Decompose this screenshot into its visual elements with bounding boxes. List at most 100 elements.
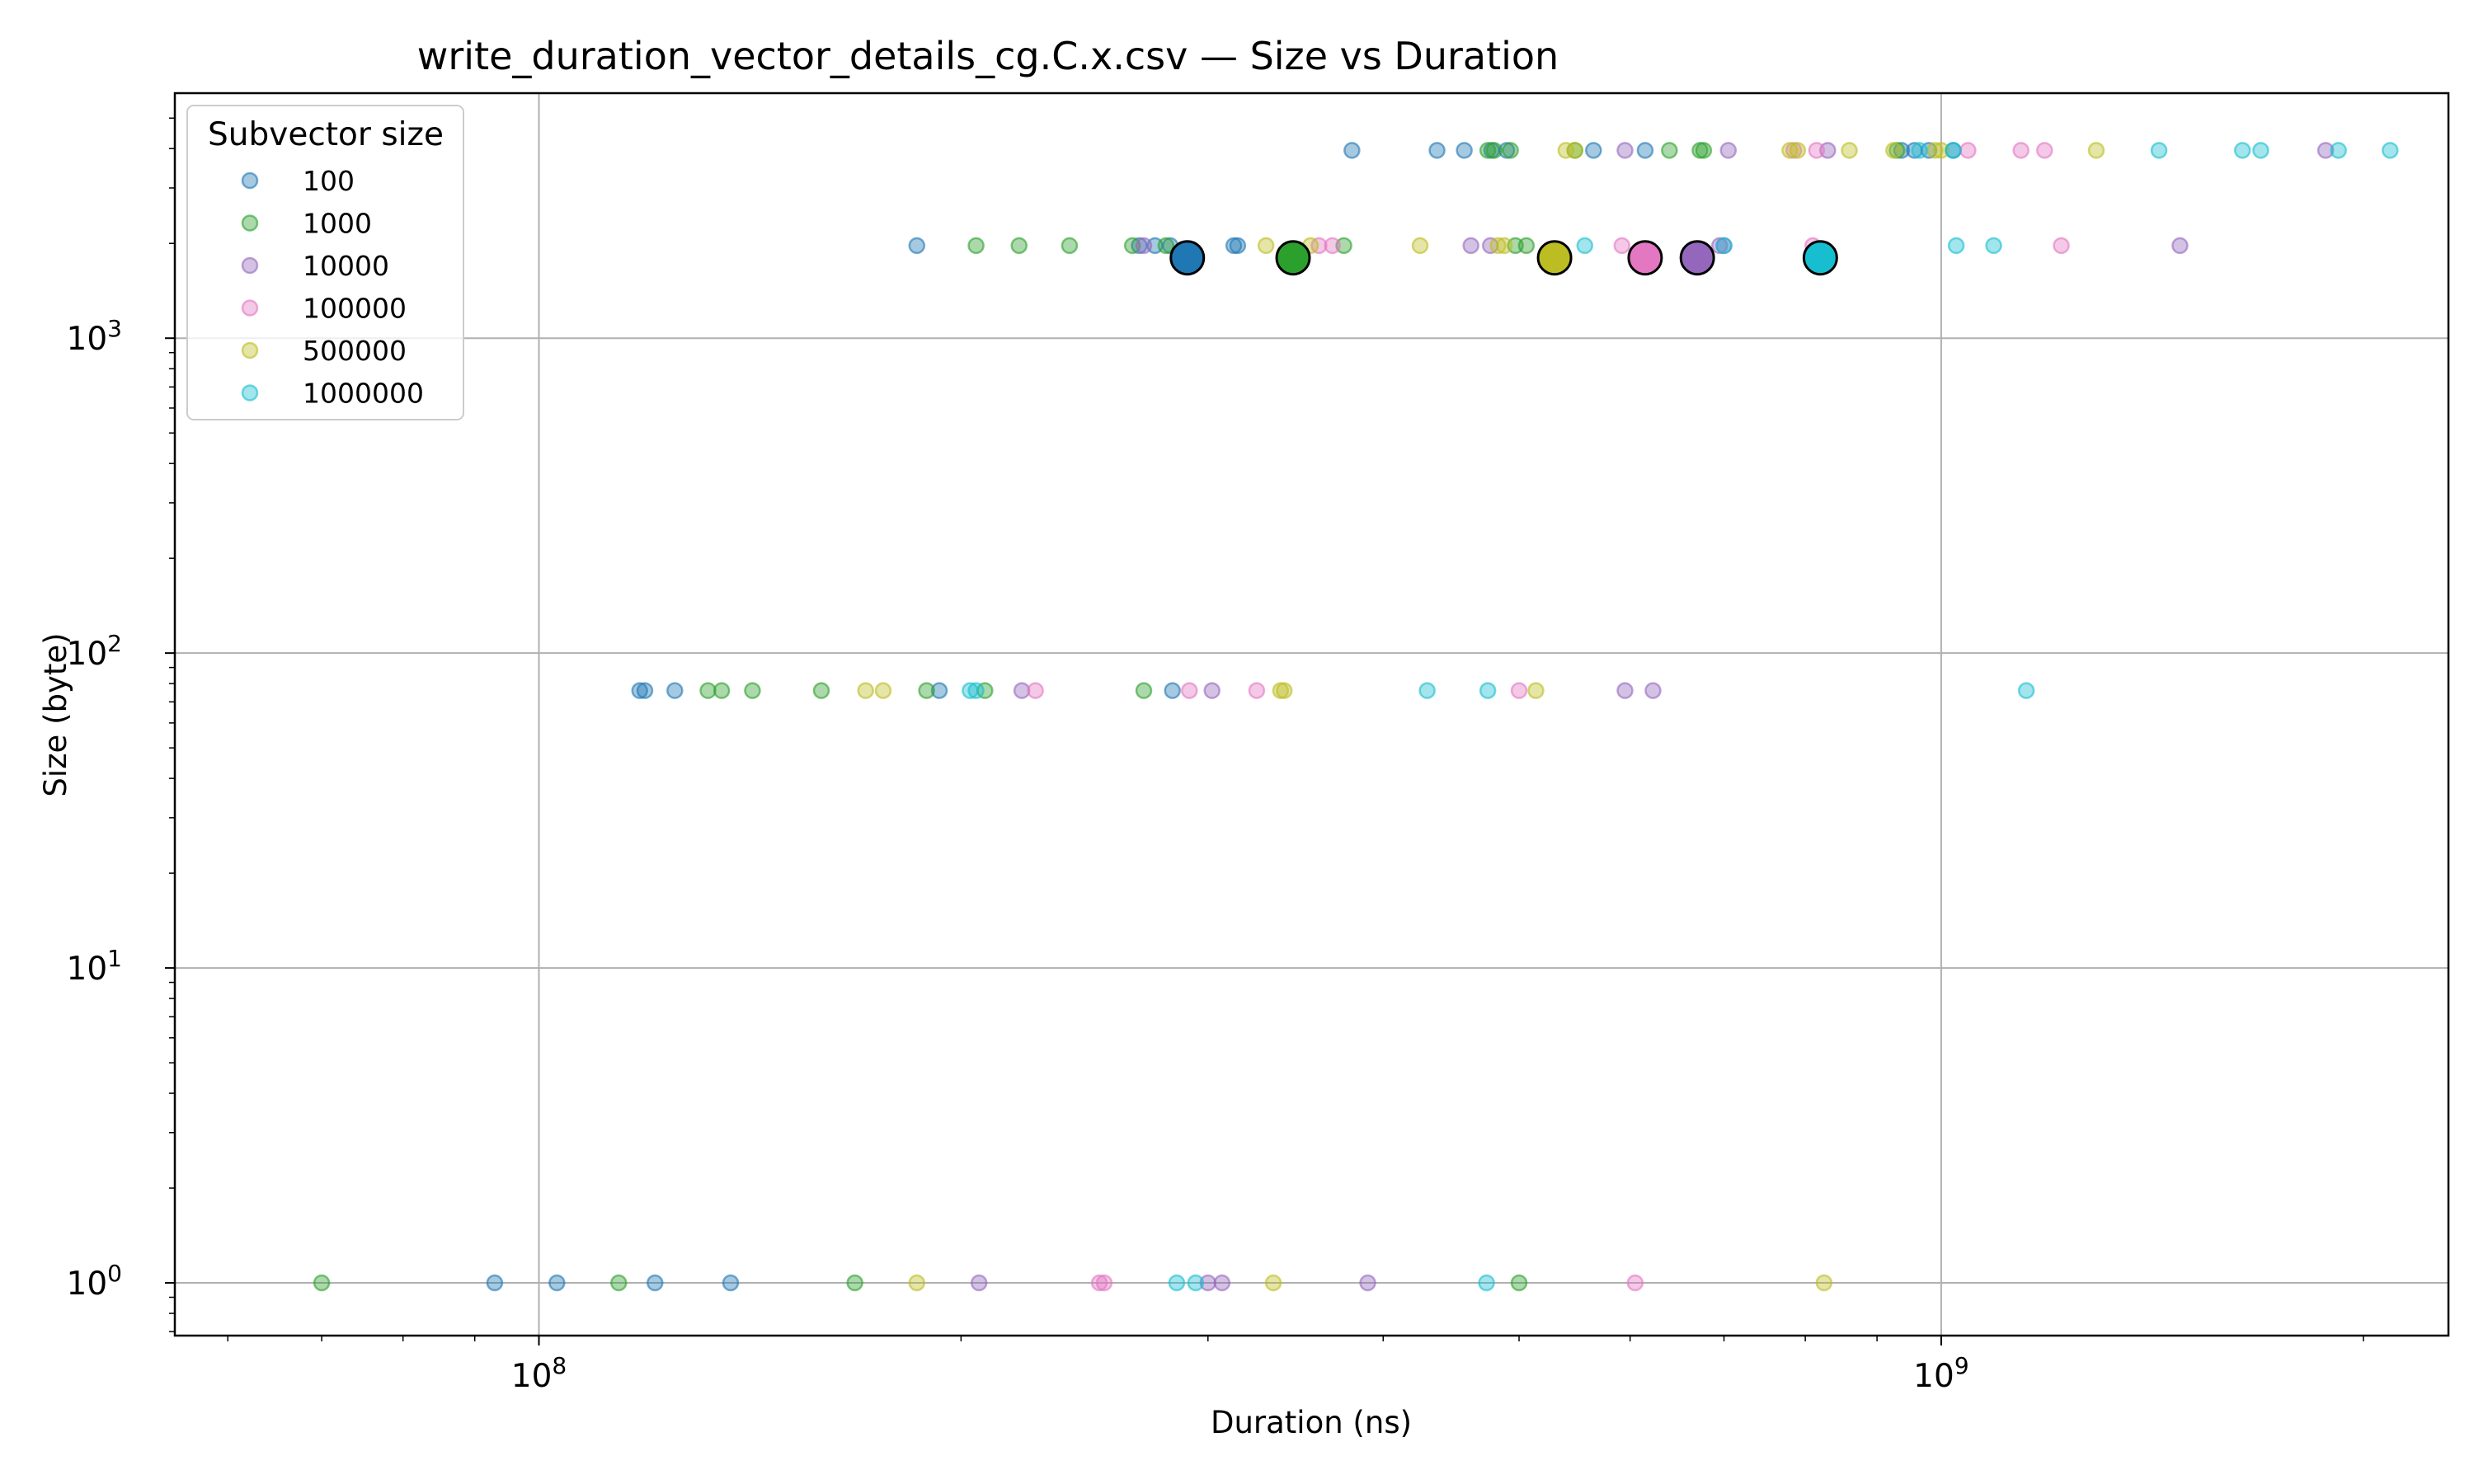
data-point-500000 [908, 1274, 926, 1292]
data-point-1000000 [967, 682, 985, 699]
data-point-100000 [2053, 237, 2070, 255]
data-point-1000 [967, 237, 985, 255]
legend-label-10000: 10000 [303, 250, 389, 282]
tick-labels: 108 109 100 101 102 103 [67, 315, 1969, 1395]
data-point-1000 [1510, 1274, 1528, 1292]
data-point-500000 [1841, 142, 1858, 159]
data-point-100 [548, 1274, 566, 1292]
data-point-100000 [1181, 682, 1198, 699]
data-point-1000 [1157, 237, 1175, 255]
data-point-500000 [1932, 142, 1950, 159]
grid-lines [175, 93, 2448, 1336]
data-point-1000 [1661, 142, 1678, 159]
data-point-100 [930, 682, 948, 699]
data-point-1000 [846, 1274, 863, 1292]
data-point-1000 [1061, 237, 1079, 255]
data-point-1000000 [1911, 142, 1928, 159]
legend: Subvector size 100 1000 10000 100000 500000 1… [186, 105, 464, 420]
data-point-500000 [1495, 237, 1513, 255]
data-point-1000000 [1715, 237, 1733, 255]
data-point-100000 [1510, 682, 1528, 699]
data-point-100000 [1959, 142, 1977, 159]
data-point-10000 [1135, 237, 1153, 255]
data-point-500000 [1264, 1274, 1282, 1292]
data-point-1000000 [1945, 142, 1962, 159]
y-axis-label: Size (byte) [38, 632, 73, 796]
data-point-1000 [1135, 682, 1153, 699]
data-point-500000 [1257, 237, 1275, 255]
chart-title: write_duration_vector_details_cg.C.x.csv… [417, 34, 1559, 78]
data-point-100000 [1310, 237, 1328, 255]
data-point-500000 [1489, 237, 1507, 255]
data-point-1000000 [1947, 237, 1965, 255]
data-point-10000 [1462, 237, 1479, 255]
x-axis-label: Duration (ns) [1211, 1405, 1412, 1440]
legend-label-100: 100 [303, 165, 355, 197]
data-point-100000 [1808, 142, 1826, 159]
mean-marker-1000000 [1802, 240, 1838, 276]
data-point-500000 [1527, 682, 1545, 699]
data-point-500000 [1275, 682, 1293, 699]
data-point-1000 [610, 1274, 628, 1292]
y-tick-label: 100 [67, 1260, 122, 1303]
mean-marker-10000 [1679, 240, 1715, 276]
legend-marker-100000 [241, 299, 259, 317]
data-point-500000 [1815, 1274, 1833, 1292]
data-point-1000000 [2233, 142, 2251, 159]
data-point-1000 [1695, 142, 1713, 159]
legend-marker-1000 [241, 214, 259, 232]
data-point-100 [666, 682, 684, 699]
legend-marker-1000000 [241, 384, 259, 402]
data-point-10000 [1203, 682, 1221, 699]
data-point-1000 [1010, 237, 1028, 255]
data-point-1000 [699, 682, 717, 699]
data-point-500000 [1789, 142, 1807, 159]
data-point-10000 [1719, 142, 1738, 159]
data-point-1000 [1485, 142, 1503, 159]
mean-marker-1000 [1275, 240, 1311, 276]
data-point-100 [1636, 142, 1654, 159]
data-point-1000000 [2330, 142, 2347, 159]
data-point-500000 [1566, 142, 1583, 159]
data-point-10000 [970, 1274, 988, 1292]
data-point-1000 [713, 682, 731, 699]
data-point-100000 [2036, 142, 2053, 159]
data-point-10000 [2171, 237, 2189, 255]
data-point-1000 [313, 1274, 331, 1292]
data-point-500000 [2087, 142, 2105, 159]
legend-marker-500000 [241, 341, 259, 359]
data-point-10000 [1710, 237, 1729, 255]
data-point-1000000 [1478, 1274, 1495, 1292]
mean-marker-100 [1169, 240, 1206, 276]
x-tick-label: 109 [1913, 1352, 1968, 1395]
data-point-1000 [1479, 142, 1497, 159]
data-point-100 [1456, 142, 1473, 159]
plot-frame [173, 92, 2450, 1337]
y-tick-label: 102 [67, 630, 122, 673]
data-point-100000 [1626, 1274, 1644, 1292]
legend-marker-10000 [241, 256, 259, 275]
data-point-100 [1428, 142, 1446, 159]
data-point-100 [1229, 237, 1247, 255]
data-point-10000 [1616, 142, 1634, 159]
data-point-100 [636, 682, 654, 699]
data-point-500000 [857, 682, 874, 699]
data-point-1000 [1123, 237, 1141, 255]
y-tick-label: 101 [67, 945, 122, 988]
data-point-1000000 [2252, 142, 2269, 159]
mean-marker-500000 [1536, 240, 1573, 276]
x-tick-label: 108 [511, 1352, 567, 1395]
data-point-500000 [1885, 142, 1903, 159]
data-points [313, 142, 2399, 1292]
data-point-100 [631, 682, 648, 699]
plot-area [175, 93, 2448, 1336]
data-point-1000 [918, 682, 935, 699]
mean-markers [1169, 240, 1838, 276]
data-point-100000 [1027, 682, 1044, 699]
data-point-1000000 [2150, 142, 2168, 159]
data-point-10000 [1013, 682, 1031, 699]
data-point-1000 [744, 682, 761, 699]
data-point-100 [486, 1274, 504, 1292]
legend-label-500000: 500000 [303, 335, 407, 367]
